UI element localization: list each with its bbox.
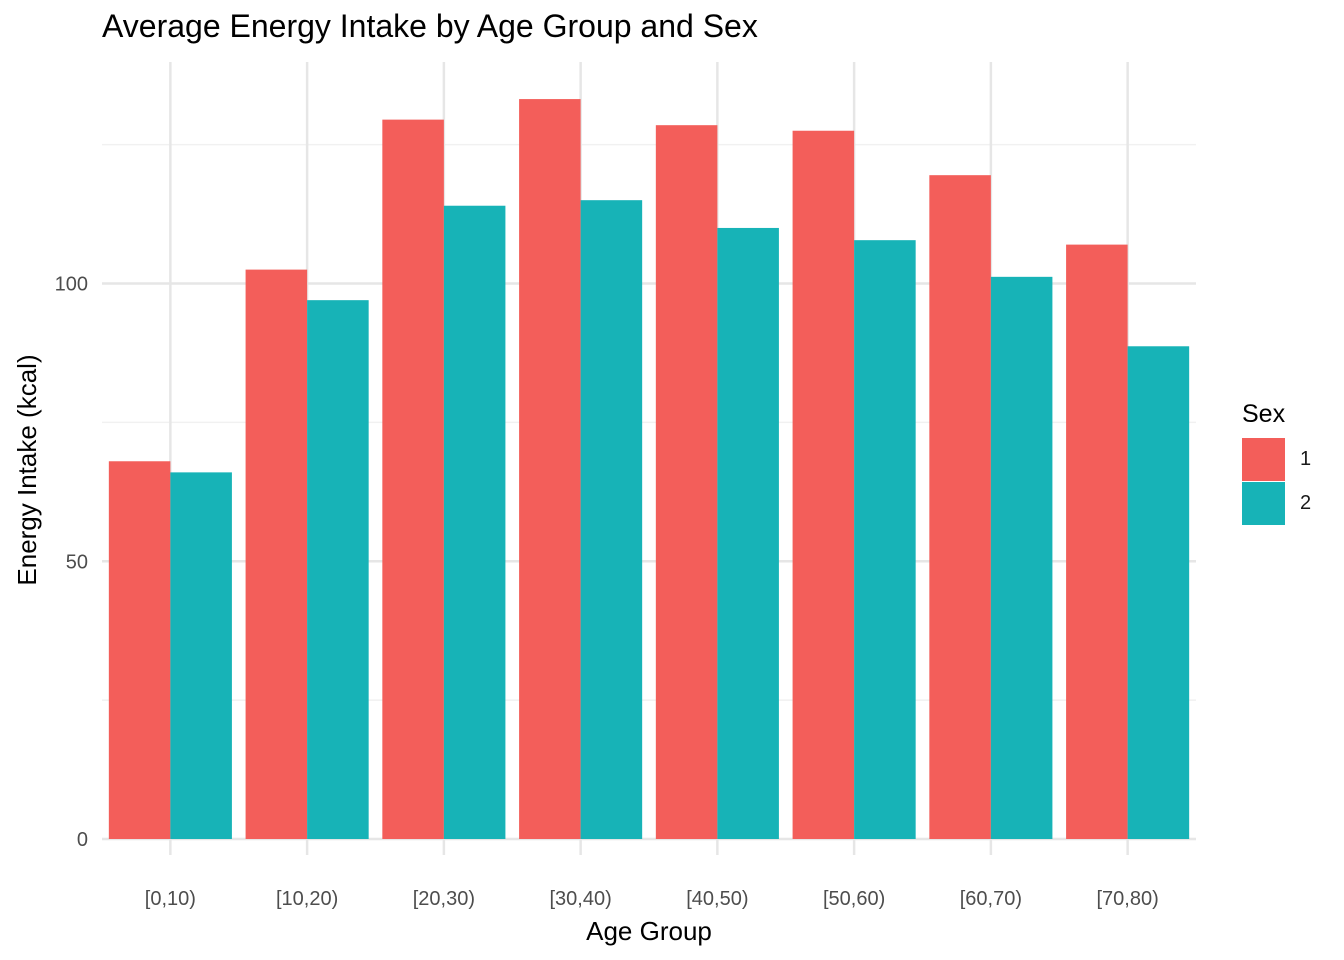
x-tick-label: [20,30) xyxy=(413,888,475,910)
x-tick-label: [50,60) xyxy=(823,888,885,910)
legend-item: 1 xyxy=(1242,437,1311,481)
y-tick-label: 50 xyxy=(66,551,88,573)
x-tick-label: [30,40) xyxy=(549,888,611,910)
bar-sex-1-5 xyxy=(792,130,855,840)
x-tick-label: [40,50) xyxy=(686,888,748,910)
x-tick-label: [70,80) xyxy=(1096,888,1158,910)
x-tick-label: [60,70) xyxy=(960,888,1022,910)
x-tick-label: [0,10) xyxy=(145,888,196,910)
bar-sex-2-3 xyxy=(580,200,643,840)
x-axis-label: Age Group xyxy=(586,916,712,946)
bar-sex-1-1 xyxy=(245,269,308,839)
bar-sex-2-6 xyxy=(990,276,1053,840)
x-tick-labels: [0,10) [10,20) [20,30) [30,40) [40,50) [50,60… xyxy=(145,888,1159,910)
bar-sex-1-2 xyxy=(382,119,444,839)
bar-sex-2-4 xyxy=(717,227,779,839)
bar-sex-2-7 xyxy=(1127,346,1190,839)
y-tick-label: 100 xyxy=(55,274,88,296)
bars xyxy=(108,99,1190,840)
legend-item: 2 xyxy=(1242,481,1311,525)
bar-sex-1-0 xyxy=(108,461,171,839)
y-tick-labels: 0 50 100 xyxy=(55,274,88,852)
bar-sex-1-6 xyxy=(929,175,991,840)
legend-swatch xyxy=(1242,437,1285,481)
x-tick-label: [10,20) xyxy=(276,888,338,910)
y-tick-label: 0 xyxy=(77,829,88,851)
bar-sex-2-1 xyxy=(307,300,369,839)
legend-label: 2 xyxy=(1300,491,1312,514)
legend-swatch xyxy=(1242,481,1285,525)
y-axis-label: Energy Intake (kcal) xyxy=(12,354,42,585)
bar-sex-1-3 xyxy=(519,99,581,840)
bar-sex-1-7 xyxy=(1066,244,1128,840)
legend: Sex 1 2 xyxy=(1242,400,1311,525)
chart-title: Average Energy Intake by Age Group and S… xyxy=(102,8,758,44)
bar-sex-2-0 xyxy=(170,472,232,839)
bar-sex-2-5 xyxy=(854,240,916,839)
legend-label: 1 xyxy=(1300,447,1312,470)
legend-title: Sex xyxy=(1242,400,1286,428)
bar-sex-2-2 xyxy=(443,205,506,840)
bar-sex-1-4 xyxy=(655,125,718,840)
